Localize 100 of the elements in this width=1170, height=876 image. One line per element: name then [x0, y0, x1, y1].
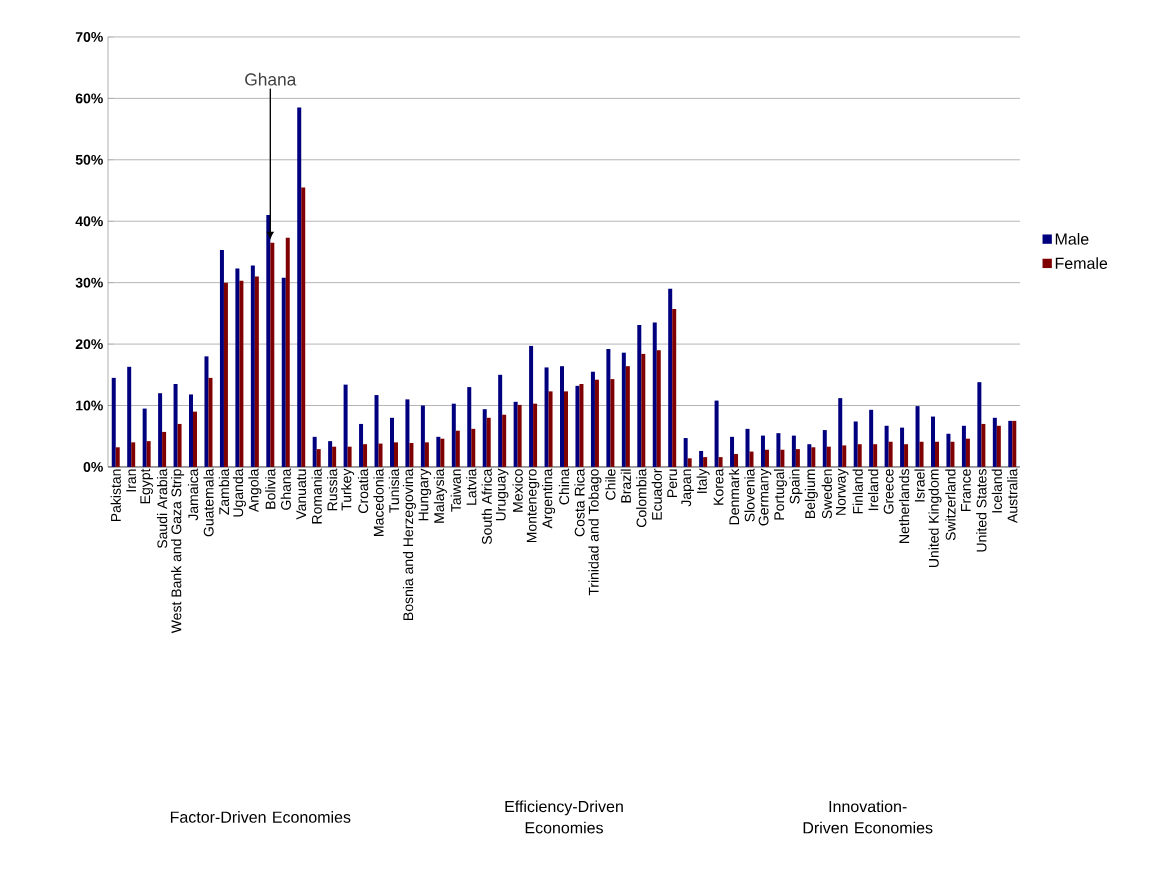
bar — [471, 428, 476, 467]
bar — [838, 398, 843, 467]
bar — [795, 449, 800, 467]
bar — [235, 268, 240, 467]
bar — [610, 379, 615, 467]
bar — [482, 409, 487, 467]
bar — [440, 438, 445, 467]
bar — [436, 436, 441, 467]
x-tick-label: Slovenia — [744, 468, 755, 522]
bar — [285, 237, 290, 467]
bar — [173, 384, 178, 467]
bar — [621, 352, 626, 467]
bar — [560, 366, 564, 467]
bar — [111, 377, 116, 467]
legend-label: Male — [1055, 233, 1089, 245]
x-tick-label: Taiwan — [450, 469, 461, 512]
x-tick-label: Iceland — [991, 469, 1002, 513]
x-tick-label: Japan — [681, 469, 694, 507]
bar — [544, 367, 549, 467]
bar — [254, 276, 259, 467]
x-tick-label: Ecuador — [651, 468, 662, 520]
bar — [873, 444, 878, 467]
bar — [579, 384, 584, 467]
x-tick-label: Germany — [758, 468, 772, 526]
x-tick-label: Uruguay — [495, 468, 509, 521]
bar — [328, 441, 333, 467]
bar — [718, 457, 723, 467]
bar — [996, 425, 1001, 467]
bar — [714, 400, 719, 467]
x-tick-label: Tunisia — [388, 468, 400, 513]
bar — [424, 442, 429, 467]
bar — [965, 438, 970, 467]
y-tick-label: 60% — [75, 93, 103, 104]
x-tick-label: Bolivia — [265, 468, 276, 509]
bar — [208, 377, 213, 467]
bar — [420, 405, 425, 467]
bar — [934, 441, 939, 467]
bar — [177, 423, 182, 467]
bar — [451, 403, 456, 467]
x-tick-label: Pakistan — [110, 469, 121, 522]
bar — [301, 187, 306, 467]
bar — [374, 395, 379, 467]
bar — [455, 430, 460, 467]
y-tick-label: 30% — [75, 277, 103, 288]
x-tick-label: Italy — [696, 468, 710, 493]
bar — [467, 387, 472, 467]
y-tick-label: 0% — [83, 461, 103, 472]
bar — [332, 446, 337, 467]
bar — [219, 250, 224, 467]
x-tick-label: Hungary — [418, 468, 432, 521]
bar — [533, 403, 538, 467]
bar — [389, 417, 394, 467]
x-tick-label: Portugal — [773, 469, 787, 520]
bar — [297, 107, 302, 467]
bar — [625, 366, 630, 467]
y-tick-label: 70% — [75, 31, 103, 42]
x-tick-label: China — [558, 468, 570, 505]
bar — [884, 425, 889, 467]
bar — [347, 446, 352, 467]
x-tick-label: Peru — [667, 469, 678, 497]
x-tick-label: Turkey — [341, 468, 355, 511]
y-tick-label: 10% — [76, 400, 103, 411]
bar — [142, 408, 147, 467]
bar — [405, 399, 410, 467]
bar — [745, 428, 750, 467]
x-tick-label: West Bank and Gaza Strip — [171, 469, 185, 634]
y-tick-label: 40% — [75, 216, 103, 227]
bar — [127, 366, 132, 467]
x-tick-label: Angola — [248, 468, 262, 513]
x-tick-label: France — [961, 469, 971, 511]
x-tick-label: Ireland — [868, 469, 879, 511]
bar — [683, 438, 688, 467]
bar — [764, 449, 769, 467]
x-tick-label: Colombia — [636, 468, 647, 527]
bar — [502, 414, 507, 467]
x-tick-label: Zambia — [218, 468, 230, 515]
x-tick-label: Korea — [713, 468, 724, 505]
bar — [791, 435, 796, 467]
x-tick-label: Spain — [789, 469, 803, 504]
x-tick-label: Norway — [835, 468, 849, 515]
bar — [517, 404, 522, 467]
bar — [363, 444, 368, 467]
bar — [193, 411, 198, 467]
bar — [842, 445, 847, 467]
bar — [734, 454, 739, 467]
bar — [146, 441, 151, 467]
bar — [776, 433, 781, 467]
bar — [239, 280, 244, 467]
x-tick-label: Finland — [852, 469, 863, 514]
bar — [915, 406, 920, 467]
bar — [822, 430, 827, 467]
bar — [1008, 420, 1013, 467]
bar — [950, 441, 955, 467]
bar — [529, 345, 534, 467]
x-tick-label: Jamaica — [187, 468, 199, 521]
bar — [204, 356, 209, 467]
x-tick-label: Iran — [126, 469, 137, 492]
text: Innovation-Driven Economies — [803, 800, 933, 834]
x-tick-label: Switzerland — [945, 469, 956, 541]
bar — [760, 435, 765, 467]
